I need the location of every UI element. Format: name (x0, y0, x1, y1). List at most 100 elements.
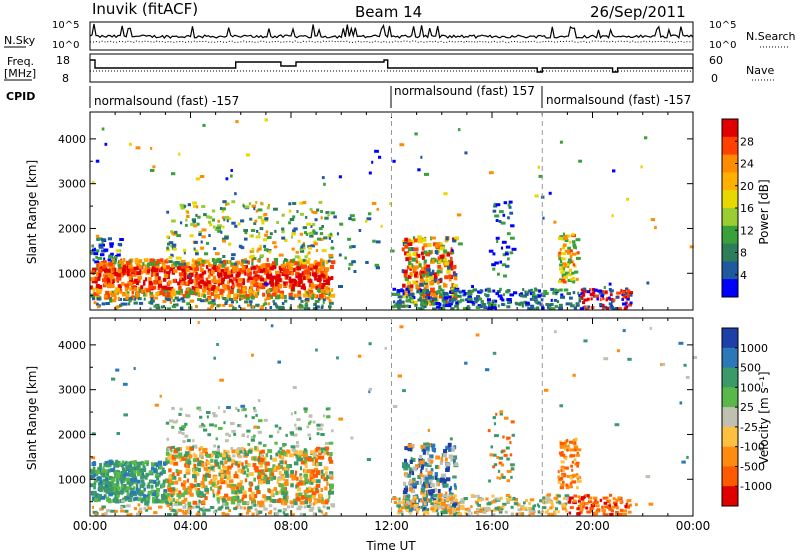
scatter-cell (130, 512, 133, 516)
scatter-cell (303, 513, 306, 517)
scatter-cell (138, 301, 144, 305)
scatter-cell (189, 299, 195, 303)
scatter-cell (419, 297, 422, 301)
scatter-cell (579, 497, 583, 501)
scatter-cell (104, 281, 108, 286)
scatter-cell (154, 403, 159, 407)
scatter-cell (129, 461, 132, 466)
scatter-cell (278, 284, 282, 288)
scatter-cell (227, 454, 231, 459)
scatter-cell (277, 451, 280, 456)
scatter-cell (282, 495, 287, 500)
scatter-cell (582, 301, 586, 305)
scatter-cell (166, 275, 170, 280)
scatter-cell (407, 274, 412, 279)
scatter-cell (195, 272, 198, 277)
scatter-cell (243, 229, 248, 232)
scatter-cell (174, 480, 179, 485)
scatter-cell (201, 422, 204, 426)
scatter-cell (155, 495, 158, 500)
scatter-cell (153, 272, 156, 277)
scatter-cell (407, 443, 412, 448)
scatter-cell (100, 471, 106, 476)
scatter-cell (147, 482, 150, 487)
scatter-cell (187, 460, 192, 465)
scatter-cell (242, 465, 246, 470)
scatter-cell (430, 292, 433, 297)
scatter-cell (564, 239, 569, 242)
scatter-cell (564, 234, 569, 238)
scatter-cell (128, 276, 132, 281)
scatter-cell (584, 502, 589, 505)
scatter-cell (194, 260, 197, 265)
scatter-cell (581, 505, 585, 509)
scatter-cell (521, 507, 526, 511)
scatter-cell (317, 237, 321, 241)
scatter-cell (440, 267, 443, 272)
scatter-cell (255, 264, 259, 269)
scatter-cell (435, 464, 438, 469)
scatter-cell (452, 504, 456, 508)
scatter-cell (537, 294, 542, 298)
scatter-cell (163, 305, 166, 308)
date-title: 26/Sep/2011 (590, 3, 686, 21)
scatter-cell (317, 499, 323, 503)
scatter-cell (166, 298, 172, 302)
scatter-cell (268, 434, 273, 438)
scatter-cell (153, 304, 158, 308)
scatter-cell (561, 474, 566, 478)
scatter-cell (134, 259, 140, 264)
scatter-cell (438, 500, 442, 504)
scatter-cell (325, 211, 330, 215)
scatter-cell (498, 456, 504, 460)
colorbar-tick-label: 8 (740, 247, 747, 260)
scatter-cell (586, 297, 590, 301)
scatter-cell (181, 425, 186, 429)
scatter-cell (600, 294, 604, 298)
cpid-label: CPID (6, 90, 35, 103)
scatter-cell (453, 284, 458, 288)
scatter-cell (201, 462, 205, 467)
scatter-cell (171, 231, 175, 235)
scatter-cell (446, 252, 450, 257)
scatter-cell (575, 251, 579, 255)
scatter-cell (564, 494, 570, 498)
scatter-cell (304, 469, 309, 474)
scatter-cell (300, 299, 304, 303)
scatter-cell (233, 474, 239, 478)
scatter-cell (446, 509, 451, 513)
scatter-cell (561, 451, 564, 454)
scatter-cell (542, 216, 545, 220)
ytick-label: 3000 (58, 178, 86, 191)
scatter-cell (127, 282, 133, 286)
scatter-cell (484, 288, 487, 292)
scatter-cell (466, 512, 470, 516)
scatter-cell (295, 492, 299, 497)
scatter-cell (209, 506, 215, 509)
scatter-cell (90, 483, 94, 488)
scatter-cell (186, 287, 190, 292)
scatter-cell (294, 255, 300, 259)
scatter-cell (512, 496, 516, 500)
scatter-cell (425, 508, 430, 511)
scatter-cell (256, 249, 259, 253)
scatter-cell (562, 469, 565, 473)
scatter-cell (210, 466, 214, 471)
scatter-cell (240, 450, 245, 454)
scatter-cell (290, 470, 294, 474)
scatter-cell (261, 474, 265, 479)
scatter-cell (610, 509, 614, 513)
scatter-cell (138, 264, 142, 269)
scatter-cell (281, 294, 285, 299)
scatter-cell (304, 500, 308, 505)
scatter-cell (225, 432, 229, 436)
cpid-row: CPID normalsound (fast) -157 normalsound… (6, 84, 691, 108)
scatter-cell (124, 271, 127, 276)
scatter-cell (199, 299, 205, 303)
scatter-cell (205, 265, 209, 269)
scatter-cell (273, 466, 277, 471)
scatter-cell (198, 507, 203, 511)
scatter-cell (416, 290, 419, 294)
scatter-cell (106, 509, 111, 513)
colorbar-band (722, 190, 738, 209)
